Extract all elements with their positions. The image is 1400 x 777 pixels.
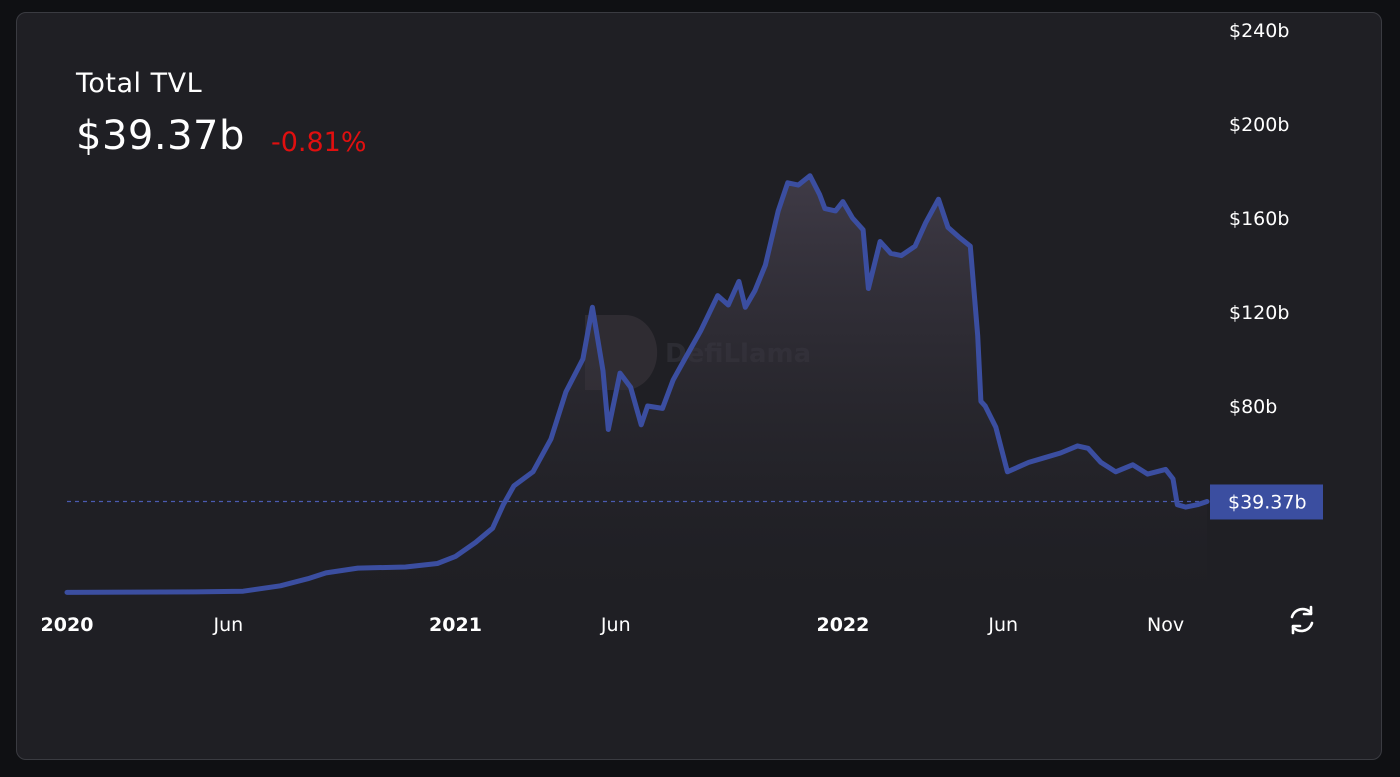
x-tick-label: 2022: [816, 614, 869, 636]
y-tick-label: $120b: [1229, 302, 1289, 324]
current-value-label: $39.37b: [1210, 484, 1323, 520]
x-tick-label: Jun: [987, 614, 1018, 636]
tvl-series-line: [64, 173, 1210, 595]
x-axis: 2020 Jun 2021 Jun 2022 Jun Nov: [41, 614, 1185, 636]
refresh-icon[interactable]: [1284, 602, 1320, 638]
current-value-label-text: $39.37b: [1228, 491, 1307, 513]
tvl-change: -0.81%: [271, 127, 367, 158]
y-tick-label: $160b: [1229, 208, 1289, 230]
y-tick-label: $200b: [1229, 114, 1289, 136]
tvl-area-fill: [67, 175, 1207, 594]
tvl-value: $39.37b: [76, 113, 245, 159]
x-tick-label: Jun: [600, 614, 631, 636]
y-axis: $240b $200b $160b $120b $80b: [1229, 20, 1289, 418]
x-tick-label: Jun: [212, 614, 243, 636]
y-tick-label: $240b: [1229, 20, 1289, 42]
x-tick-label: Nov: [1147, 614, 1184, 636]
x-tick-label: 2020: [41, 614, 94, 636]
chart-title: Total TVL: [76, 68, 203, 99]
y-tick-label: $80b: [1229, 396, 1277, 418]
x-tick-label: 2021: [429, 614, 482, 636]
current-value-label-bg: [1210, 484, 1323, 520]
